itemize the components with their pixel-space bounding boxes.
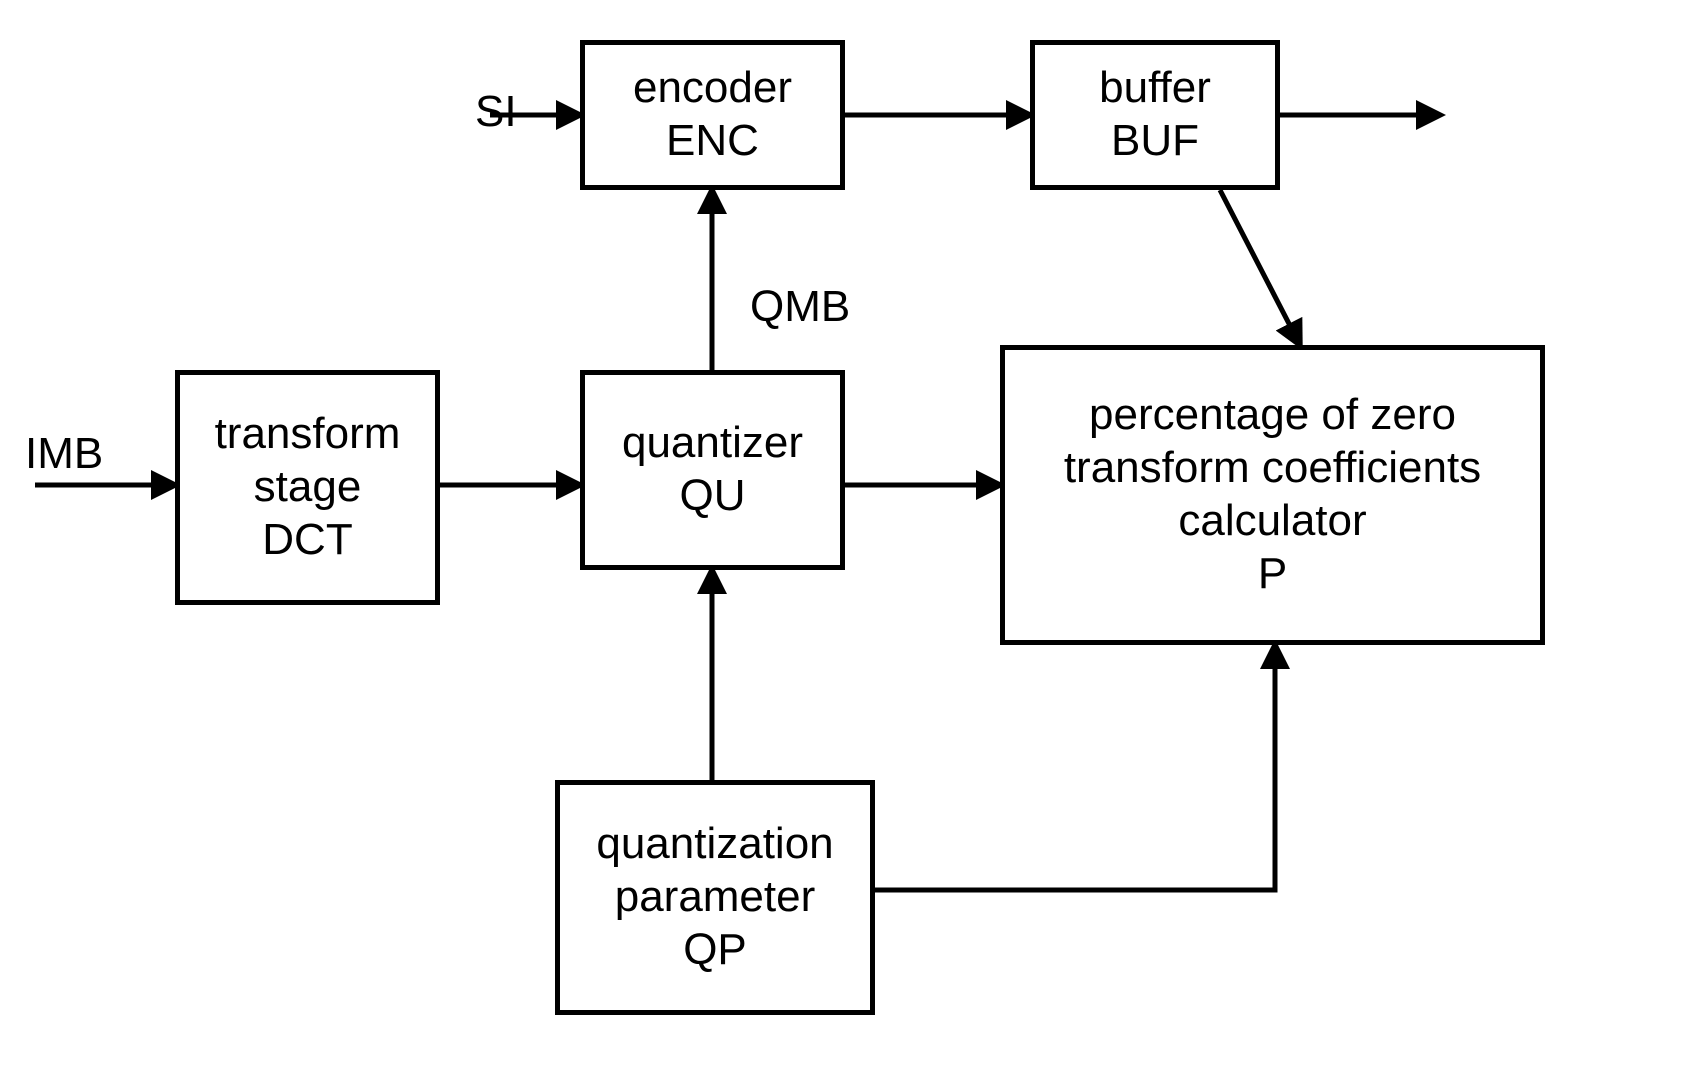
node-line: parameter bbox=[615, 871, 816, 924]
node-line: DCT bbox=[262, 514, 352, 567]
node-line: quantizer bbox=[622, 417, 803, 470]
diagram-canvas: IMB SI QMB transform stage DCT quantizer… bbox=[0, 0, 1702, 1087]
node-transform-dct: transform stage DCT bbox=[175, 370, 440, 605]
node-line: QP bbox=[683, 924, 747, 977]
label-si: SI bbox=[475, 90, 517, 134]
node-line: quantization bbox=[596, 818, 833, 871]
label-imb: IMB bbox=[25, 432, 103, 476]
node-line: stage bbox=[254, 461, 362, 514]
node-buffer-buf: buffer BUF bbox=[1030, 40, 1280, 190]
node-line: percentage of zero bbox=[1089, 389, 1456, 442]
node-line: P bbox=[1258, 548, 1287, 601]
label-qmb: QMB bbox=[750, 285, 850, 329]
node-quantization-parameter-qp: quantization parameter QP bbox=[555, 780, 875, 1015]
node-line: ENC bbox=[666, 115, 759, 168]
node-line: transform bbox=[215, 408, 401, 461]
node-line: transform coefficients bbox=[1064, 442, 1481, 495]
node-percentage-calculator-p: percentage of zero transform coefficient… bbox=[1000, 345, 1545, 645]
node-line: BUF bbox=[1111, 115, 1199, 168]
node-encoder-enc: encoder ENC bbox=[580, 40, 845, 190]
node-line: buffer bbox=[1099, 62, 1211, 115]
node-line: calculator bbox=[1178, 495, 1366, 548]
node-line: QU bbox=[680, 470, 746, 523]
node-line: encoder bbox=[633, 62, 792, 115]
node-quantizer-qu: quantizer QU bbox=[580, 370, 845, 570]
